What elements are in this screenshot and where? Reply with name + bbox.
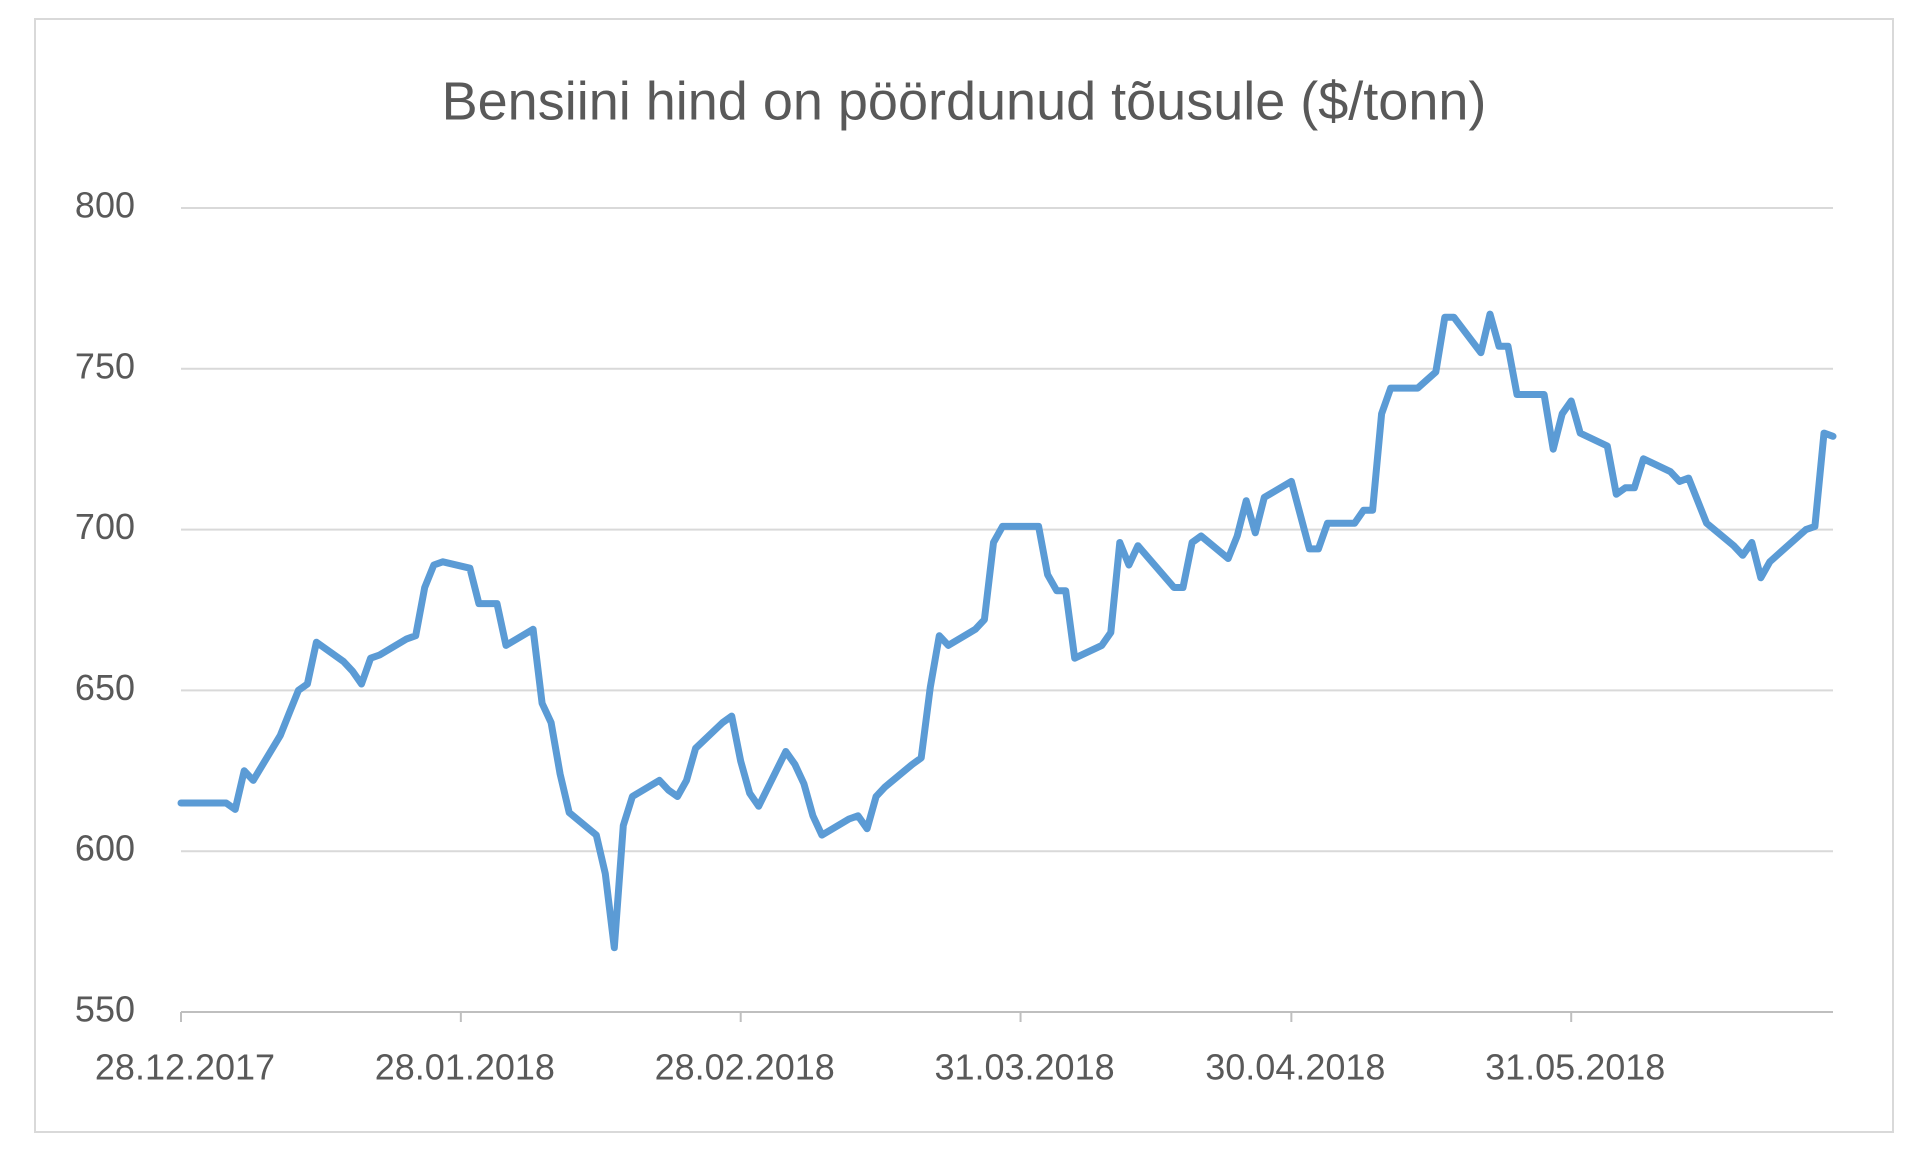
y-tick-label: 750 (75, 345, 135, 386)
x-tick-label: 28.01.2018 (375, 1047, 555, 1088)
x-tick-label: 30.04.2018 (1205, 1047, 1385, 1088)
x-tick-label: 28.12.2017 (95, 1047, 275, 1088)
line-series (177, 310, 1837, 952)
x-tick-label: 31.03.2018 (934, 1047, 1114, 1088)
y-tick-label: 800 (75, 185, 135, 226)
y-tick-label: 700 (75, 506, 135, 547)
chart-title: Bensiini hind on pöördunud tõusule ($/to… (442, 71, 1487, 131)
x-tick-label: 28.02.2018 (655, 1047, 835, 1088)
chart-border (34, 18, 1894, 1133)
y-tick-label: 550 (75, 989, 135, 1030)
y-tick-label: 600 (75, 828, 135, 869)
y-tick-label: 650 (75, 667, 135, 708)
x-tick-label: 31.05.2018 (1485, 1047, 1665, 1088)
